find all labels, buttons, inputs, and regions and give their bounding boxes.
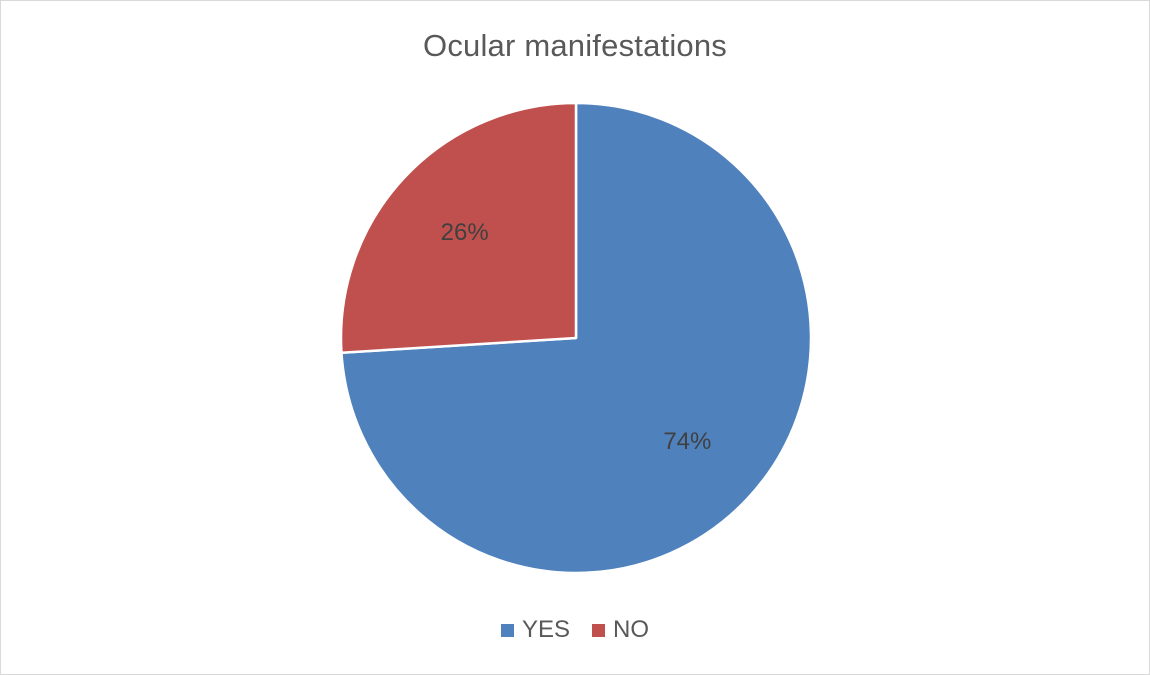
chart-title: Ocular manifestations xyxy=(423,28,727,63)
legend: YES NO xyxy=(0,616,1150,644)
legend-label-no: NO xyxy=(613,616,650,643)
legend-entry-no: NO xyxy=(592,616,649,644)
data-label-yes: 74% xyxy=(663,428,711,455)
pie-slice-no xyxy=(339,101,578,355)
legend-swatch-yes xyxy=(500,623,514,637)
data-label-no: 26% xyxy=(441,219,489,246)
legend-entry-yes: YES xyxy=(500,616,571,644)
legend-label-yes: YES xyxy=(521,616,571,643)
legend-swatch-no xyxy=(592,623,606,637)
